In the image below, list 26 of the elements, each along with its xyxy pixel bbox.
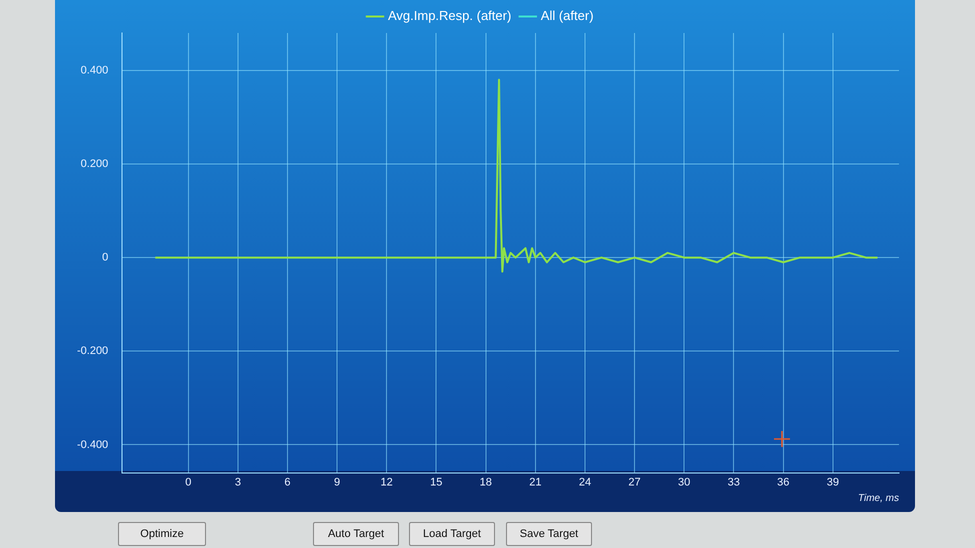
x-tick-label: 3	[234, 476, 241, 488]
x-tick-label: 9	[334, 476, 340, 488]
x-tick-label: 24	[578, 476, 592, 488]
text: Optimize	[118, 522, 206, 546]
x-tick-label: 15	[430, 476, 442, 488]
x-tick-label: 12	[380, 476, 393, 488]
y-tick-label: -0.400	[76, 438, 108, 451]
y-tick-label: -0.200	[76, 345, 108, 358]
x-tick-label: 27	[628, 476, 641, 488]
x-tick-label: 30	[678, 476, 690, 488]
x-tick-label: 0	[185, 476, 192, 488]
x-tick-label: 6	[284, 476, 291, 488]
x-tick-label: 18	[480, 476, 492, 488]
text: Auto Target	[313, 522, 399, 546]
x-tick-label: 39	[826, 476, 840, 488]
text: Save Target	[506, 522, 592, 546]
legend-label: Avg.Imp.Resp. (after)	[388, 8, 512, 24]
text: Load Target	[409, 522, 495, 546]
y-tick-label: 0	[102, 252, 108, 264]
x-tick-label: 21	[529, 476, 542, 488]
y-tick-label: 0.400	[80, 64, 108, 76]
y-tick-label: 0.200	[80, 158, 108, 170]
x-axis-title: Time, ms	[858, 492, 899, 504]
legend-label: All (after)	[540, 8, 594, 24]
x-tick-label: 36	[777, 476, 790, 488]
x-tick-label: 33	[728, 476, 740, 488]
